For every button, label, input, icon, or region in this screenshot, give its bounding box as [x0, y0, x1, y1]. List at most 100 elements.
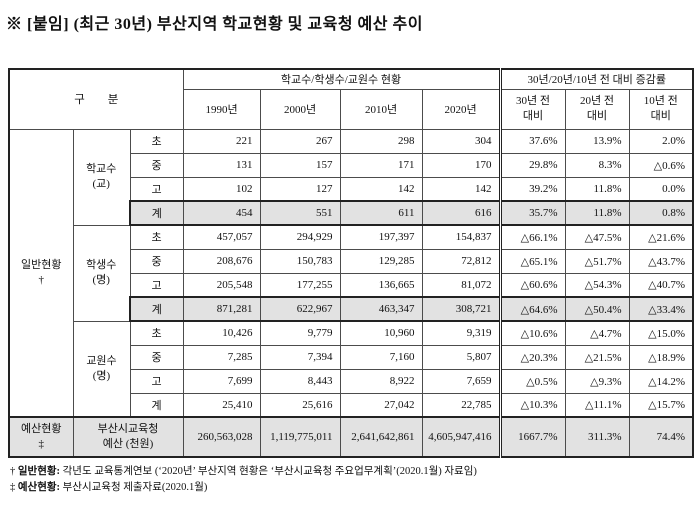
value-cell: 0.0% [628, 176, 694, 202]
footnote-general: † 일반현황: 각년도 교육통계연보 (‘2020년’ 부산지역 현황은 ‘부산… [10, 464, 699, 480]
value-cell: 25,410 [182, 392, 261, 418]
level-cell: 초 [129, 128, 184, 154]
value-cell: 1,119,775,011 [259, 416, 341, 458]
header-year-2000: 2000년 [259, 88, 341, 130]
value-cell: △0.5% [498, 368, 566, 394]
value-cell: △20.3% [498, 344, 566, 370]
value-cell: △47.5% [564, 224, 630, 250]
value-cell: △18.9% [628, 344, 694, 370]
footnote-label: 예산현황: [17, 482, 61, 494]
value-cell: 157 [259, 152, 341, 178]
value-cell: 11.8% [564, 176, 630, 202]
group-label-cell: 학생수 (명) [72, 224, 131, 322]
value-cell: △10.3% [498, 392, 566, 418]
value-cell: △65.1% [498, 248, 566, 274]
value-cell: 72,812 [421, 248, 501, 274]
table-body: 일반현황 † 학교수 (교) 초 221 267 298 304 37.6% 13.9% 2.0%… [8, 128, 694, 458]
value-cell: 294,929 [259, 224, 341, 250]
level-cell: 계 [128, 200, 184, 226]
footnote-symbol: † [10, 466, 16, 477]
value-cell: △4.7% [564, 320, 630, 346]
value-cell: △66.1% [498, 224, 566, 250]
value-cell: △21.6% [628, 224, 694, 250]
header-year-2010: 2010년 [339, 88, 423, 130]
value-cell: 13.9% [564, 128, 630, 154]
value-cell: 142 [339, 176, 423, 202]
header-vs-20y: 20년 전 대비 [564, 88, 630, 130]
value-cell: 170 [421, 152, 501, 178]
header-year-2020: 2020년 [421, 88, 501, 130]
value-cell: 454 [182, 200, 261, 226]
footnote-label: 일반현황: [17, 466, 61, 477]
value-cell: △21.5% [564, 344, 630, 370]
value-cell: 131 [182, 152, 261, 178]
budget-label-cell: 부산시교육청 예산 (천원) [72, 416, 184, 458]
value-cell: 150,783 [259, 248, 341, 274]
value-cell: 5,807 [421, 344, 501, 370]
value-cell: 611 [339, 200, 423, 226]
value-cell: 2.0% [628, 128, 694, 154]
value-cell: 136,665 [339, 272, 423, 298]
value-cell: 9,779 [259, 320, 341, 346]
value-cell: 39.2% [498, 176, 566, 202]
footnote-text: 각년도 교육통계연보 (‘2020년’ 부산지역 현황은 ‘부산시교육청 주요업… [62, 466, 477, 477]
header-group-change-rate: 30년/20년/10년 전 대비 증감률 [498, 68, 694, 90]
budget-row: 예산현황 ‡ 부산시교육청 예산 (천원) 260,563,028 1,119,775… [8, 416, 694, 458]
level-cell: 계 [129, 392, 184, 418]
value-cell: 127 [259, 176, 341, 202]
level-cell: 계 [128, 296, 184, 322]
value-cell: △64.6% [498, 296, 566, 322]
value-cell: 35.7% [498, 200, 566, 226]
table-row: 중 131 157 171 170 29.8% 8.3% △0.6% [9, 152, 694, 178]
table-row: 계 25,410 25,616 27,042 22,785 △10.3% △11.1% △15… [9, 392, 694, 418]
level-cell: 초 [129, 320, 184, 346]
value-cell: 205,548 [182, 272, 261, 298]
value-cell: 81,072 [421, 272, 501, 298]
value-cell: △50.4% [564, 296, 630, 322]
level-cell: 중 [129, 344, 184, 370]
value-cell: △0.6% [628, 152, 694, 178]
header-group-counts: 학교수/학생수/교원수 현황 [182, 68, 501, 90]
value-cell: 308,721 [421, 296, 501, 322]
value-cell: △9.3% [564, 368, 630, 394]
value-cell: 7,394 [259, 344, 341, 370]
value-cell: 0.8% [628, 200, 694, 226]
value-cell: 9,319 [421, 320, 501, 346]
value-cell: 25,616 [259, 392, 341, 418]
table-row: 계 454 551 611 616 35.7% 11.8% 0.8% [9, 200, 694, 226]
value-cell: 7,699 [182, 368, 261, 394]
table-row: 고 205,548 177,255 136,665 81,072 △60.6% △54.3%… [9, 272, 694, 298]
group-label-cell: 학교수 (교) [72, 128, 131, 226]
level-cell: 중 [129, 152, 184, 178]
value-cell: 311.3% [564, 416, 630, 458]
value-cell: 871,281 [182, 296, 261, 322]
header-year-1990: 1990년 [182, 88, 261, 130]
value-cell: △60.6% [498, 272, 566, 298]
value-cell: 142 [421, 176, 501, 202]
level-cell: 고 [129, 272, 184, 298]
value-cell: △15.7% [628, 392, 694, 418]
value-cell: 260,563,028 [182, 416, 261, 458]
value-cell: 267 [259, 128, 341, 154]
value-cell: 221 [182, 128, 261, 154]
value-cell: 304 [421, 128, 501, 154]
value-cell: 154,837 [421, 224, 501, 250]
value-cell: △11.1% [564, 392, 630, 418]
value-cell: 197,397 [339, 224, 423, 250]
header-vs-10y: 10년 전 대비 [628, 88, 694, 130]
value-cell: 129,285 [339, 248, 423, 274]
value-cell: △43.7% [628, 248, 694, 274]
value-cell: 8.3% [564, 152, 630, 178]
value-cell: △15.0% [628, 320, 694, 346]
table-row: 일반현황 † 학교수 (교) 초 221 267 298 304 37.6% 13.9% 2.0% [8, 128, 694, 418]
value-cell: 11.8% [564, 200, 630, 226]
footnote-symbol: ‡ [10, 482, 16, 494]
value-cell: 29.8% [498, 152, 566, 178]
header-vs-30y: 30년 전 대비 [498, 88, 566, 130]
value-cell: 10,960 [339, 320, 423, 346]
value-cell: 171 [339, 152, 423, 178]
table-row: 교원수 (명) 초 10,426 9,779 10,960 9,319 △10.6% △4.7… [9, 320, 694, 418]
value-cell: △33.4% [628, 296, 694, 322]
header-category: 구 분 [8, 68, 184, 130]
value-cell: 10,426 [182, 320, 261, 346]
